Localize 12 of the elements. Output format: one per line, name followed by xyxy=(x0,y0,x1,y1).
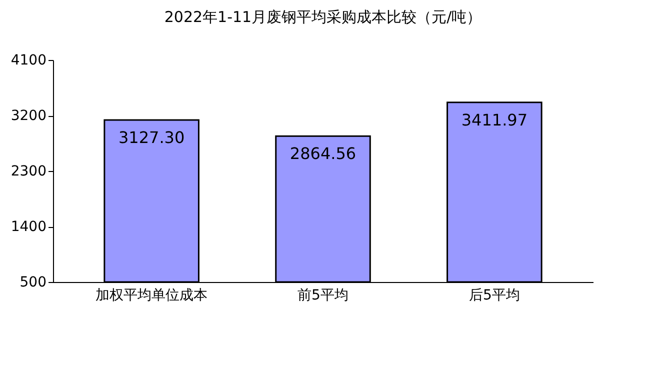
x-tick-label: 前5平均 xyxy=(298,288,348,304)
y-tick-label: 4100 xyxy=(10,52,46,68)
chart-title: 2022年1-11月废钢平均采购成本比较（元/吨） xyxy=(164,8,482,26)
data-label: 3127.30 xyxy=(118,128,185,147)
y-tick-label: 2300 xyxy=(10,164,46,180)
x-tick-label: 加权平均单位成本 xyxy=(96,288,208,304)
x-tick-label: 后5平均 xyxy=(468,288,520,304)
y-tick-label: 500 xyxy=(20,274,46,290)
y-tick-label: 3200 xyxy=(10,108,46,124)
y-tick-label: 1400 xyxy=(10,219,46,235)
data-label: 2864.56 xyxy=(290,144,356,164)
data-label: 3411.97 xyxy=(461,110,528,130)
